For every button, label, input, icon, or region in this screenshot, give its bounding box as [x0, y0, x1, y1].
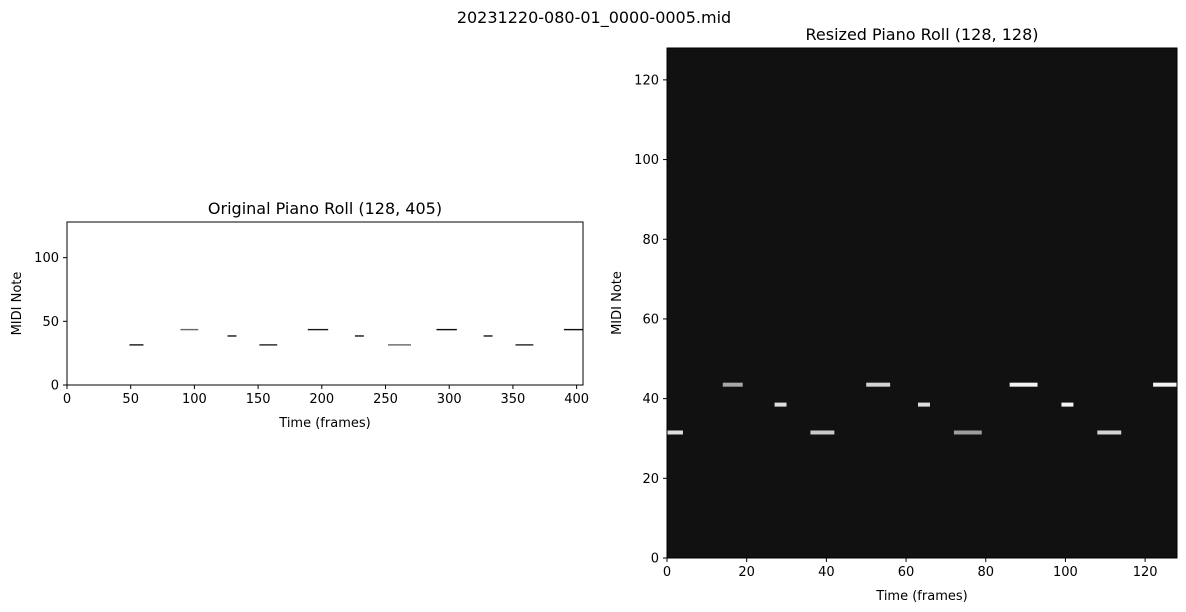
resized-ytick-label: 40	[642, 392, 659, 407]
resized-xtick-label: 120	[1133, 565, 1158, 580]
original-xtick-label: 150	[246, 392, 271, 407]
resized-note-5	[918, 402, 930, 407]
original-note-0	[129, 344, 144, 346]
resized-note-9	[1097, 430, 1122, 435]
resized-plot-area	[667, 48, 1177, 558]
resized-ytick-label: 80	[642, 233, 659, 248]
resized-note-8	[1061, 402, 1074, 407]
resized-note-0	[667, 430, 683, 435]
original-note-6	[388, 344, 411, 346]
original-xtick-label: 50	[122, 392, 139, 407]
resized-note-4	[866, 382, 891, 387]
original-xtick-label: 250	[373, 392, 398, 407]
original-title: Original Piano Roll (128, 405)	[208, 199, 442, 218]
resized-note-1	[722, 382, 743, 387]
original-axes-frame	[66, 221, 584, 386]
original-plot-area	[67, 222, 583, 385]
original-note-4	[307, 328, 329, 331]
resized-xlabel: Time (frames)	[875, 589, 967, 604]
resized-note-10	[1153, 382, 1177, 387]
original-ytick-label: 100	[34, 251, 59, 266]
original-note-7	[436, 328, 457, 331]
resized-ytick-label: 120	[634, 73, 659, 88]
original-ylabel: MIDI Note	[10, 272, 25, 336]
resized-ytick-label: 20	[642, 472, 659, 487]
original-xtick-label: 0	[63, 392, 71, 407]
original-note-10	[563, 328, 583, 331]
resized-xtick-label: 0	[663, 565, 671, 580]
resized-xtick-label: 60	[898, 565, 915, 580]
figure-suptitle: 20231220-080-01_0000-0005.mid	[457, 8, 731, 28]
resized-xtick-label: 80	[977, 565, 994, 580]
resized-note-6	[953, 430, 982, 435]
resized-note-3	[810, 430, 835, 435]
resized-ytick-label: 0	[651, 552, 659, 567]
original-note-1	[180, 328, 199, 331]
original-xlabel: Time (frames)	[278, 416, 370, 431]
resized-note-2	[774, 402, 787, 407]
resized-ytick-label: 60	[642, 312, 659, 327]
original-ytick-label: 50	[42, 315, 59, 330]
original-note-3	[259, 344, 278, 346]
original-piano-roll-panel: 0 50 100 150 200 250 300 350 400 0 50 100 Original P…	[10, 199, 589, 431]
resized-note-7	[1009, 382, 1038, 387]
resized-axes-frame	[666, 47, 1178, 559]
original-xtick-label: 200	[309, 392, 334, 407]
original-xtick-label: 350	[501, 392, 526, 407]
resized-xtick-label: 100	[1053, 565, 1078, 580]
resized-xtick-label: 40	[818, 565, 835, 580]
original-note-8	[483, 335, 493, 337]
resized-piano-roll-panel: 0 20 40 60 80 100 120 0 20 40 60 80 100 120 Resized Pi…	[610, 25, 1178, 604]
original-note-5	[354, 335, 364, 337]
original-xtick-label: 400	[564, 392, 589, 407]
original-note-2	[227, 335, 237, 337]
resized-title: Resized Piano Roll (128, 128)	[806, 25, 1039, 44]
resized-ytick-label: 100	[634, 153, 659, 168]
original-note-9	[515, 344, 534, 346]
original-xtick-label: 100	[182, 392, 207, 407]
original-xtick-label: 300	[437, 392, 462, 407]
resized-xtick-label: 20	[738, 565, 755, 580]
original-ytick-label: 0	[51, 379, 59, 394]
resized-ylabel: MIDI Note	[610, 271, 625, 335]
